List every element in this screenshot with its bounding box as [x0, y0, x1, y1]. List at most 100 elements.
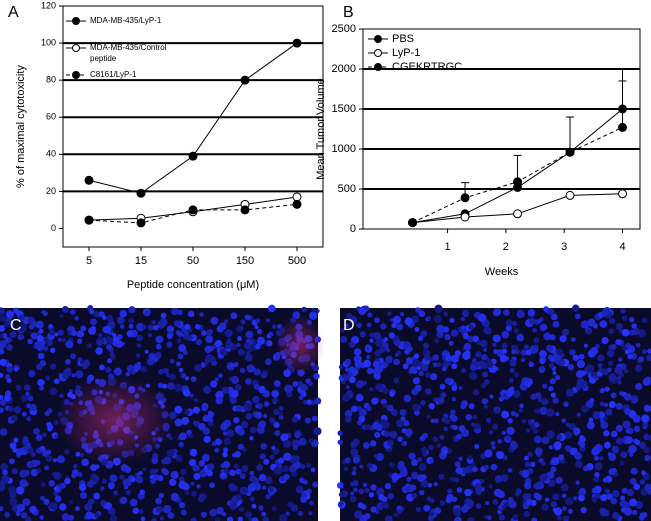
nucleus — [616, 375, 622, 381]
nucleus — [356, 380, 365, 388]
nucleus — [572, 304, 580, 312]
nucleus — [249, 475, 257, 483]
nucleus — [359, 516, 367, 521]
nucleus — [580, 320, 590, 329]
nucleus — [638, 356, 644, 362]
nucleus — [0, 478, 8, 486]
nucleus — [506, 426, 515, 436]
nucleus — [120, 496, 128, 504]
nucleus — [439, 500, 445, 506]
nucleus — [49, 502, 58, 511]
nucleus — [592, 374, 597, 379]
nucleus — [574, 460, 583, 469]
nucleus — [447, 488, 453, 494]
nucleus — [278, 405, 284, 411]
nucleus — [154, 351, 162, 359]
nucleus — [61, 337, 67, 343]
nucleus — [178, 501, 186, 509]
legend-label: PBS — [392, 33, 414, 45]
nucleus — [162, 504, 172, 514]
nucleus — [539, 323, 548, 332]
nucleus — [568, 508, 573, 514]
nucleus — [480, 361, 488, 370]
nucleus — [533, 435, 542, 444]
nucleus — [264, 358, 272, 366]
nucleus — [466, 517, 475, 521]
nucleus — [612, 511, 620, 520]
nucleus — [15, 448, 24, 456]
nucleus — [591, 487, 598, 494]
nucleus — [315, 308, 320, 314]
nucleus — [176, 361, 181, 367]
nucleus — [241, 465, 249, 473]
data-point — [136, 218, 146, 228]
panel-label: A — [8, 4, 19, 21]
nucleus — [522, 419, 527, 424]
nucleus — [272, 448, 280, 455]
nucleus — [396, 419, 404, 428]
nucleus — [549, 356, 556, 363]
nucleus — [351, 470, 357, 476]
nucleus — [561, 493, 567, 499]
nucleus — [539, 358, 546, 365]
nucleus — [68, 500, 73, 505]
nucleus — [383, 337, 389, 342]
nucleus — [645, 354, 651, 362]
nucleus — [372, 367, 381, 376]
data-point — [408, 218, 418, 228]
nucleus — [144, 349, 149, 354]
nucleus — [70, 353, 77, 360]
nucleus — [482, 371, 489, 378]
nucleus — [535, 392, 542, 399]
nucleus — [386, 439, 394, 447]
nucleus — [600, 494, 608, 502]
nucleus — [513, 328, 519, 334]
nucleus — [201, 453, 210, 462]
nucleus — [432, 362, 438, 368]
nucleus — [162, 469, 170, 476]
data-point — [292, 192, 302, 202]
nucleus — [273, 421, 280, 429]
nucleus — [308, 511, 313, 516]
nucleus — [50, 363, 57, 370]
nucleus — [467, 455, 473, 461]
nucleus — [366, 367, 374, 375]
nucleus — [255, 343, 261, 350]
nucleus — [251, 517, 259, 521]
y-tick-label: 1000 — [332, 143, 356, 155]
nucleus — [481, 398, 488, 405]
nucleus — [245, 378, 252, 385]
nucleus — [454, 350, 461, 357]
nucleus — [109, 514, 118, 521]
nucleus — [214, 339, 223, 348]
nucleus — [19, 479, 28, 488]
nucleus — [564, 431, 573, 439]
nucleus — [249, 470, 255, 476]
nucleus — [116, 316, 125, 325]
nucleus — [0, 399, 7, 407]
nucleus — [245, 412, 253, 420]
nucleus — [151, 517, 157, 521]
nucleus — [631, 323, 637, 329]
nucleus — [580, 506, 587, 513]
nucleus — [420, 330, 428, 338]
nucleus — [306, 399, 313, 405]
nucleus — [555, 412, 560, 417]
nucleus — [272, 397, 279, 403]
nucleus — [608, 328, 615, 335]
nucleus — [344, 358, 352, 366]
nucleus — [237, 348, 246, 356]
nucleus — [136, 322, 145, 332]
nucleus — [107, 507, 116, 516]
nucleus — [630, 467, 638, 475]
nucleus — [243, 403, 252, 412]
nucleus — [278, 411, 283, 416]
nucleus — [535, 493, 542, 501]
nucleus — [162, 383, 168, 389]
nucleus — [256, 336, 266, 345]
nucleus — [586, 364, 595, 373]
nucleus — [382, 502, 390, 509]
nucleus — [126, 330, 134, 338]
nucleus — [412, 377, 421, 385]
nucleus — [304, 417, 312, 424]
